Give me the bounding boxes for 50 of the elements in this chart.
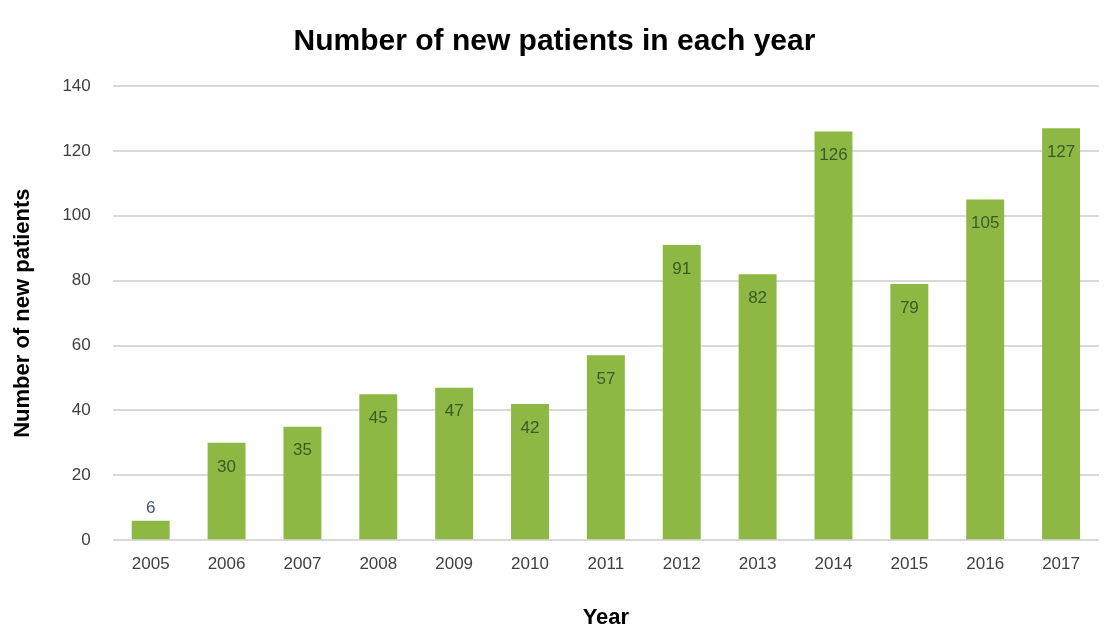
y-tick-label: 0: [81, 529, 91, 549]
data-label: 57: [596, 368, 616, 388]
data-label: 127: [1046, 141, 1076, 161]
data-label: 42: [520, 417, 540, 437]
y-tick-label: 120: [62, 140, 91, 160]
chart-title: Number of new patients in each year: [293, 23, 816, 57]
bar: [738, 274, 777, 540]
data-label: 47: [444, 401, 464, 421]
data-label: 126: [819, 145, 848, 165]
x-tick-label: 2014: [814, 554, 853, 574]
data-label: 6: [145, 498, 156, 518]
x-tick-label: 2007: [283, 554, 322, 574]
data-label: 45: [368, 407, 388, 427]
x-tick-label: 2013: [738, 554, 777, 574]
data-label: 105: [971, 213, 1000, 233]
y-tick-label: 140: [62, 75, 91, 95]
x-tick-label: 2017: [1042, 554, 1080, 574]
bar: [131, 520, 170, 540]
y-axis-title: Number of new patients: [9, 188, 35, 438]
bar: [1042, 128, 1081, 540]
bar: [586, 355, 625, 540]
bar: [283, 426, 322, 540]
data-label: 30: [217, 456, 237, 476]
bar: [511, 403, 549, 540]
x-tick-label: 2010: [511, 554, 549, 574]
y-tick-label: 80: [71, 270, 91, 290]
x-tick-label: 2011: [587, 554, 625, 574]
x-tick-label: 2006: [207, 554, 246, 574]
bar: [814, 131, 853, 540]
x-axis-title: Year: [582, 603, 630, 629]
x-tick-label: 2009: [435, 554, 474, 574]
data-label: 79: [899, 297, 919, 317]
data-label: 91: [672, 258, 692, 278]
data-label: 82: [748, 287, 768, 307]
y-tick-label: 40: [71, 400, 91, 420]
y-tick-label: 20: [71, 465, 91, 484]
bar: [890, 283, 929, 540]
x-tick-label: 2008: [359, 554, 398, 574]
data-label: 35: [292, 440, 312, 460]
bar: [966, 199, 1005, 540]
x-tick-label: 2016: [966, 554, 1005, 574]
y-tick-label: 100: [62, 205, 91, 225]
x-tick-label: 2005: [131, 554, 170, 574]
y-tick-label: 60: [71, 335, 91, 355]
bar: [359, 394, 398, 540]
x-tick-label: 2015: [890, 554, 929, 574]
bar: [435, 387, 474, 540]
bar: [207, 442, 246, 540]
x-tick-label: 2012: [662, 554, 701, 574]
bar: [662, 244, 701, 540]
